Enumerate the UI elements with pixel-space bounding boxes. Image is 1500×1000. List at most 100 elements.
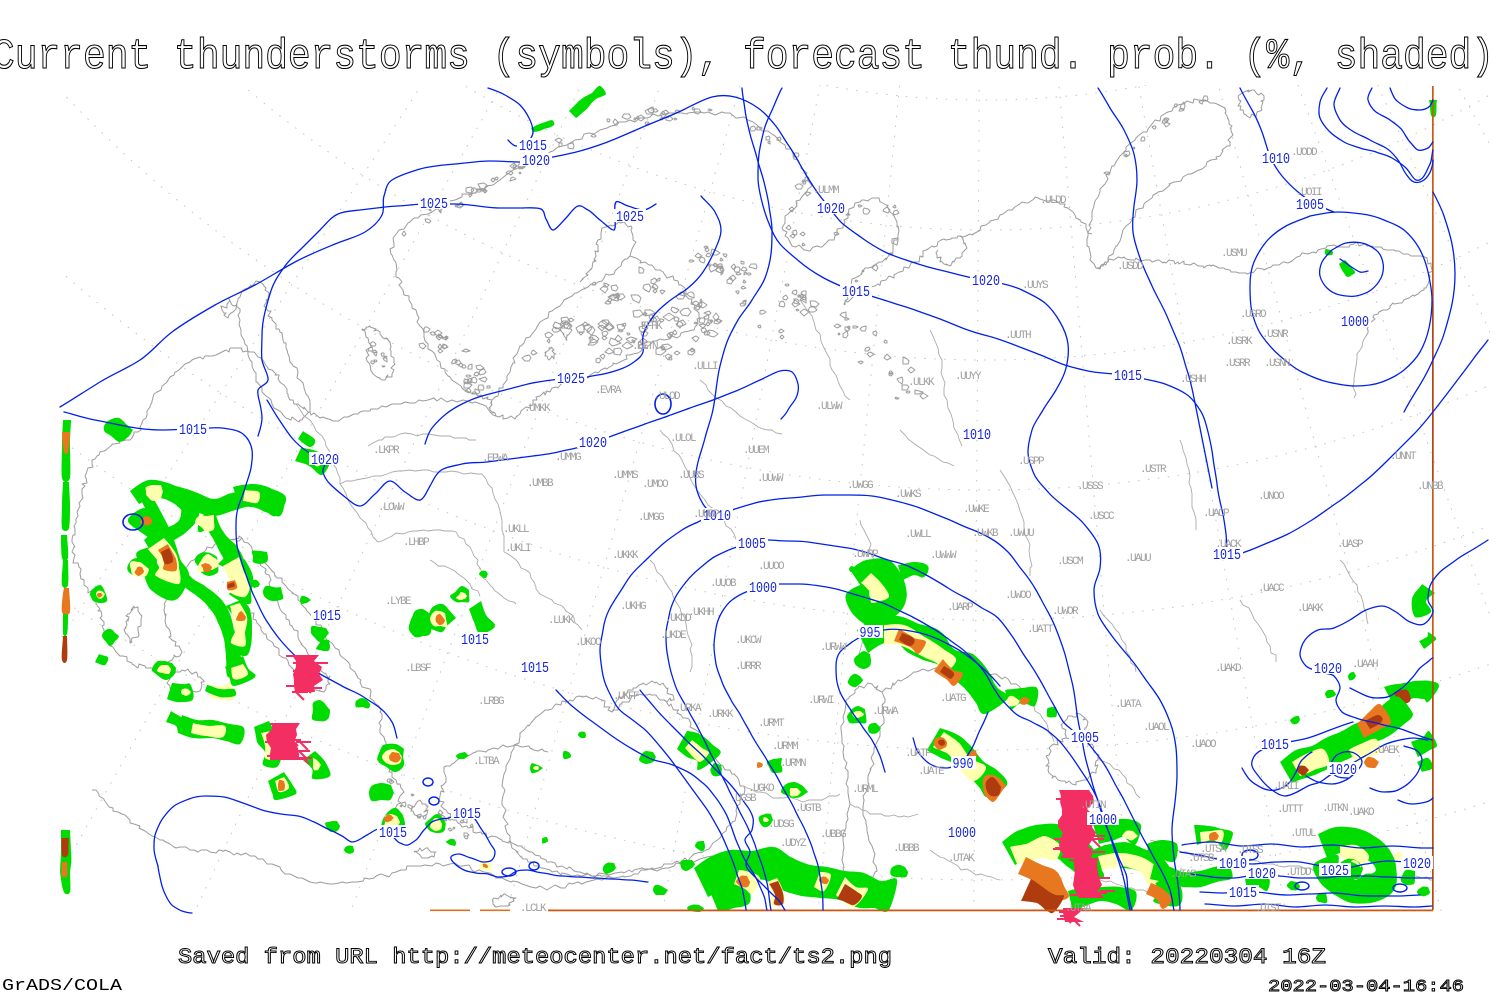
svg-text:.UATA: .UATA xyxy=(1115,699,1142,711)
svg-text:.UATT: .UATT xyxy=(1027,624,1054,636)
svg-text:.UUWW: .UUWW xyxy=(757,473,784,485)
svg-text:.UMBB: .UMBB xyxy=(527,478,554,490)
svg-text:.UKOO: .UKOO xyxy=(575,637,602,649)
svg-text:.LRBG: .LRBG xyxy=(478,696,504,708)
svg-text:1020: 1020 xyxy=(1248,866,1276,883)
svg-text:.EFHK: .EFHK xyxy=(636,321,663,333)
svg-text:1025: 1025 xyxy=(616,209,644,226)
svg-text:1015: 1015 xyxy=(842,284,870,301)
svg-text:.UAII: .UAII xyxy=(1273,781,1299,793)
svg-text:.UWGG: .UWGG xyxy=(847,480,873,492)
svg-text:.UTDD: .UTDD xyxy=(1285,867,1312,879)
svg-text:1010: 1010 xyxy=(963,427,991,444)
svg-text:.LHBP: .LHBP xyxy=(403,537,430,549)
svg-text:.UTSS: .UTSS xyxy=(1237,845,1264,857)
svg-text:.UDYZ: .UDYZ xyxy=(780,838,807,850)
svg-text:.UUYS: .UUYS xyxy=(1022,280,1049,292)
svg-text:GrADS/COLA: GrADS/COLA xyxy=(2,977,123,996)
svg-text:.USRK: .USRK xyxy=(1226,336,1253,348)
svg-text:1020: 1020 xyxy=(972,273,1000,290)
svg-text:.UNOO: .UNOO xyxy=(1258,491,1285,503)
svg-text:.UGKO: .UGKO xyxy=(748,783,775,795)
svg-text:.LUKK: .LUKK xyxy=(548,615,575,627)
svg-text:.USDD: .USDD xyxy=(1117,261,1144,273)
svg-text:.UMKK: .UMKK xyxy=(524,403,551,415)
svg-text:.UATE: .UATE xyxy=(918,766,945,778)
svg-text:.URWI: .URWI xyxy=(808,695,834,707)
svg-text:.UTAS: .UTAS xyxy=(1170,869,1197,881)
svg-text:.ULLI: .ULLI xyxy=(692,361,718,373)
svg-text:.URWW: .URWW xyxy=(820,642,847,654)
svg-text:.EVRA: .EVRA xyxy=(595,385,622,397)
svg-text:.UWKE: .UWKE xyxy=(963,504,990,516)
svg-text:.LCLK: .LCLK xyxy=(520,903,547,915)
svg-text:1010: 1010 xyxy=(1219,856,1247,873)
svg-text:.URRR: .URRR xyxy=(735,661,762,673)
svg-text:.ULMM: .ULMM xyxy=(813,185,839,197)
svg-text:.LOWW: .LOWW xyxy=(378,502,405,514)
svg-text:.EPWA: .EPWA xyxy=(482,453,509,465)
svg-text:.UACK: .UACK xyxy=(1215,539,1242,551)
svg-text:.UGSB: .UGSB xyxy=(730,793,757,805)
svg-text:.URML: .URML xyxy=(852,784,878,796)
svg-text:.UBBB: .UBBB xyxy=(893,843,920,855)
svg-text:.UBBG: .UBBG xyxy=(820,829,846,841)
svg-text:1020: 1020 xyxy=(817,201,845,218)
svg-text:1015: 1015 xyxy=(1229,885,1257,902)
svg-text:.UAAH: .UAAH xyxy=(1352,659,1378,671)
svg-text:.UWLL: .UWLL xyxy=(905,529,931,541)
svg-text:.URKA: .URKA xyxy=(675,703,702,715)
svg-text:.ULOL: .ULOL xyxy=(670,433,696,445)
svg-text:.USRR: .USRR xyxy=(1224,358,1251,370)
svg-text:.UKHH: .UKHH xyxy=(688,607,714,619)
svg-text:.USCM: .USCM xyxy=(1057,556,1083,568)
svg-text:.UWOR: .UWOR xyxy=(1052,606,1079,618)
svg-text:.UUEM: .UUEM xyxy=(743,445,769,457)
svg-text:.UAKK: .UAKK xyxy=(1297,603,1324,615)
svg-text:995: 995 xyxy=(860,625,881,642)
svg-text:.USSS: .USSS xyxy=(1077,481,1104,493)
svg-text:.UKFF: .UKFF xyxy=(613,691,639,703)
svg-text:.UNNT: .UNNT xyxy=(1390,451,1417,463)
svg-text:.UNBB: .UNBB xyxy=(1417,481,1444,493)
svg-text:.UTAK: .UTAK xyxy=(948,853,975,865)
svg-text:.ULKK: .ULKK xyxy=(908,377,935,389)
svg-text:1020: 1020 xyxy=(1403,856,1431,873)
svg-text:.UUBS: .UUBS xyxy=(678,470,705,482)
svg-text:.UKCW: .UKCW xyxy=(735,635,762,647)
svg-text:.URMT: .URMT xyxy=(758,718,785,730)
svg-text:1015: 1015 xyxy=(521,660,549,677)
svg-text:.UWPP: .UWPP xyxy=(852,549,879,561)
svg-text:.URWA: .URWA xyxy=(872,706,899,718)
svg-text:.USNR: .USNR xyxy=(1262,329,1289,341)
svg-text:.UAUU: .UAUU xyxy=(1125,553,1151,565)
svg-text:1005: 1005 xyxy=(1296,197,1324,214)
svg-text:.UUTH: .UUTH xyxy=(1005,330,1031,342)
svg-text:.UODD: .UODD xyxy=(1291,147,1318,159)
svg-text:.UACC: .UACC xyxy=(1258,583,1285,595)
svg-text:.LKPR: .LKPR xyxy=(373,445,400,457)
svg-text:.UKHG: .UKHG xyxy=(620,601,646,613)
svg-text:.UDSG: .UDSG xyxy=(768,819,794,831)
svg-text:.UTUL: .UTUL xyxy=(1290,828,1316,840)
svg-text:990: 990 xyxy=(953,756,974,773)
svg-text:.USMU: .USMU xyxy=(1221,248,1247,260)
svg-text:1000: 1000 xyxy=(1089,812,1117,829)
svg-text:.LTBA: .LTBA xyxy=(473,756,500,768)
svg-text:.UUYY: .UUYY xyxy=(955,371,982,383)
svg-text:.ULWW: .ULWW xyxy=(816,401,843,413)
svg-text:1020: 1020 xyxy=(1329,762,1357,779)
svg-text:.UMGG: .UMGG xyxy=(638,512,664,524)
svg-text:1005: 1005 xyxy=(1071,730,1099,747)
svg-text:1000: 1000 xyxy=(1341,314,1369,331)
svg-text:.UUOB: .UUOB xyxy=(710,578,737,590)
svg-text:1015: 1015 xyxy=(461,632,489,649)
svg-text:.UTKN: .UTKN xyxy=(1322,803,1348,815)
svg-text:2022-03-04-16:46: 2022-03-04-16:46 xyxy=(1268,978,1464,997)
svg-text:.UUBP: .UUBP xyxy=(693,509,720,521)
svg-text:.USNN: .USNN xyxy=(1264,358,1290,370)
svg-text:.USPP: .USPP xyxy=(1018,456,1045,468)
svg-text:1020: 1020 xyxy=(522,153,550,170)
svg-text:.UKDE: .UKDE xyxy=(660,630,687,642)
svg-text:.UWKB: .UWKB xyxy=(972,528,999,540)
